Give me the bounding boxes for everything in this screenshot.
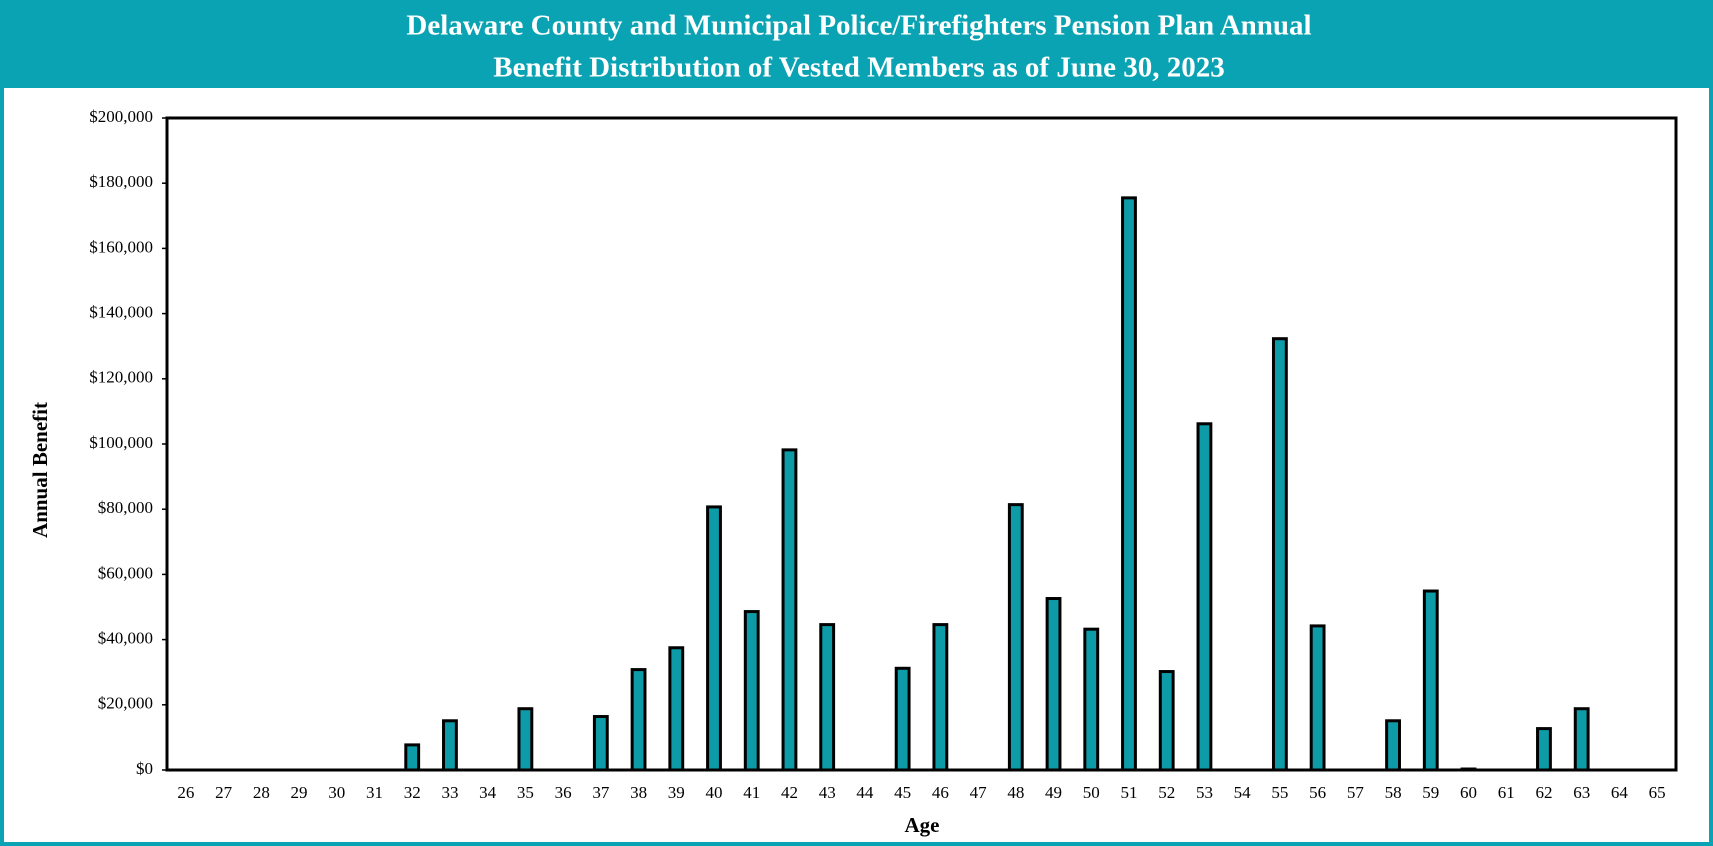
bar <box>630 668 647 772</box>
bar <box>1158 670 1175 772</box>
x-tick-label: 56 <box>1309 783 1326 802</box>
x-tick-label: 65 <box>1649 783 1666 802</box>
bar <box>1121 196 1137 772</box>
y-axis-label: Annual Benefit <box>28 402 52 538</box>
bar <box>894 666 911 772</box>
bar <box>668 646 685 772</box>
bar <box>743 610 760 772</box>
y-tick-label: $200,000 <box>89 107 153 126</box>
x-tick-label: 58 <box>1385 783 1402 802</box>
x-tick-label: 42 <box>781 783 798 802</box>
x-tick-label: 45 <box>894 783 911 802</box>
bar <box>442 719 458 772</box>
x-tick-label: 52 <box>1158 783 1175 802</box>
x-tick-label: 63 <box>1573 783 1590 802</box>
x-tick-label: 33 <box>441 783 458 802</box>
bar <box>1007 503 1024 772</box>
x-tick-label: 34 <box>479 783 497 802</box>
x-tick-label: 48 <box>1007 783 1024 802</box>
x-tick-label: 47 <box>970 783 988 802</box>
x-tick-label: 36 <box>555 783 572 802</box>
y-tick-label: $100,000 <box>89 433 153 452</box>
x-tick-label: 39 <box>668 783 685 802</box>
y-tick-label: $120,000 <box>89 368 153 387</box>
bar <box>1422 589 1439 772</box>
bar <box>1385 719 1401 772</box>
y-tick-label: $80,000 <box>98 498 153 517</box>
bar <box>1196 422 1213 772</box>
bar <box>1271 337 1288 772</box>
y-tick-label: $160,000 <box>89 237 153 256</box>
x-tick-label: 29 <box>291 783 308 802</box>
x-tick-label: 55 <box>1271 783 1288 802</box>
plot-border <box>165 116 1678 772</box>
x-tick-label: 46 <box>932 783 949 802</box>
x-tick-label: 61 <box>1498 783 1515 802</box>
x-tick-label: 59 <box>1422 783 1439 802</box>
x-tick-label: 49 <box>1045 783 1062 802</box>
x-tick-label: 50 <box>1083 783 1100 802</box>
y-tick-label: $60,000 <box>98 563 153 582</box>
y-tick-label: $140,000 <box>89 303 153 322</box>
x-tick-label: 38 <box>630 783 647 802</box>
x-tick-label: 60 <box>1460 783 1477 802</box>
chart-title: Delaware County and Municipal Police/Fir… <box>406 10 1311 42</box>
x-tick-label: 28 <box>253 783 270 802</box>
x-tick-label: 53 <box>1196 783 1213 802</box>
x-tick-label: 41 <box>743 783 760 802</box>
bar <box>1045 597 1062 772</box>
y-tick-label: $20,000 <box>98 694 153 713</box>
bar <box>781 448 798 772</box>
bar <box>706 505 722 772</box>
x-tick-label: 62 <box>1535 783 1552 802</box>
x-tick-label: 32 <box>404 783 421 802</box>
bar <box>404 743 421 772</box>
bar <box>1309 624 1326 772</box>
x-tick-label: 26 <box>177 783 194 802</box>
x-tick-label: 40 <box>706 783 723 802</box>
chart-title: Benefit Distribution of Vested Members a… <box>493 52 1224 84</box>
bar <box>1083 627 1100 772</box>
x-tick-label: 27 <box>215 783 233 802</box>
bar <box>932 623 949 772</box>
x-tick-label: 31 <box>366 783 383 802</box>
x-tick-label: 44 <box>856 783 874 802</box>
x-tick-label: 54 <box>1234 783 1252 802</box>
bar <box>592 715 609 772</box>
x-tick-label: 37 <box>592 783 610 802</box>
x-tick-label: 64 <box>1611 783 1629 802</box>
x-tick-label: 51 <box>1120 783 1137 802</box>
x-tick-label: 30 <box>328 783 345 802</box>
y-tick-label: $40,000 <box>98 629 153 648</box>
bar <box>1573 707 1590 772</box>
y-tick-label: $0 <box>136 759 153 778</box>
x-tick-label: 43 <box>819 783 836 802</box>
bar <box>517 707 534 772</box>
bar <box>819 623 836 772</box>
x-axis-label: Age <box>905 813 940 837</box>
x-tick-label: 57 <box>1347 783 1365 802</box>
bar <box>1536 727 1552 772</box>
y-tick-label: $180,000 <box>89 172 153 191</box>
header <box>0 0 1713 88</box>
x-tick-label: 35 <box>517 783 534 802</box>
